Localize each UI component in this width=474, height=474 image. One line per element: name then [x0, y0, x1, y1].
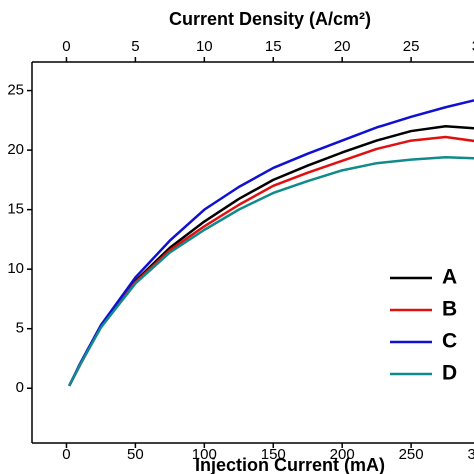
x-tick-label: 250 — [399, 446, 424, 463]
y-tick-label: 0 — [16, 379, 24, 396]
legend-label: B — [442, 298, 457, 321]
top-x-tick-label: 10 — [196, 38, 213, 55]
series-line — [68, 125, 474, 387]
top-x-tick-label: 5 — [131, 38, 139, 55]
legend-label: A — [442, 266, 457, 289]
x-tick-label: 100 — [192, 446, 217, 463]
y-tick-label: 10 — [7, 260, 24, 277]
top-x-tick-label: 30 — [472, 38, 474, 55]
top-x-tick-label: 25 — [403, 38, 420, 55]
y-tick-label: 5 — [16, 320, 24, 337]
x-axis-label: Injection Current (mA) — [195, 455, 385, 474]
y-tick-label: 15 — [7, 201, 24, 218]
x-tick-label: 150 — [261, 446, 286, 463]
y-tick-label: 20 — [7, 141, 24, 158]
legend-label: D — [442, 362, 457, 385]
top-x-tick-label: 0 — [62, 38, 70, 55]
x-tick-label: 50 — [127, 446, 144, 463]
y-tick-label: 25 — [7, 82, 24, 99]
legend-label: C — [442, 330, 457, 353]
top-x-tick-label: 20 — [334, 38, 351, 55]
series-line — [68, 156, 474, 387]
x-tick-label: 200 — [330, 446, 355, 463]
top-x-tick-label: 15 — [265, 38, 282, 55]
series-line — [68, 135, 474, 387]
x-tick-label: 300 — [468, 446, 474, 463]
x-tick-label: 0 — [62, 446, 70, 463]
series-line — [68, 99, 474, 387]
top-axis-label: Current Density (A/cm²) — [169, 9, 371, 29]
